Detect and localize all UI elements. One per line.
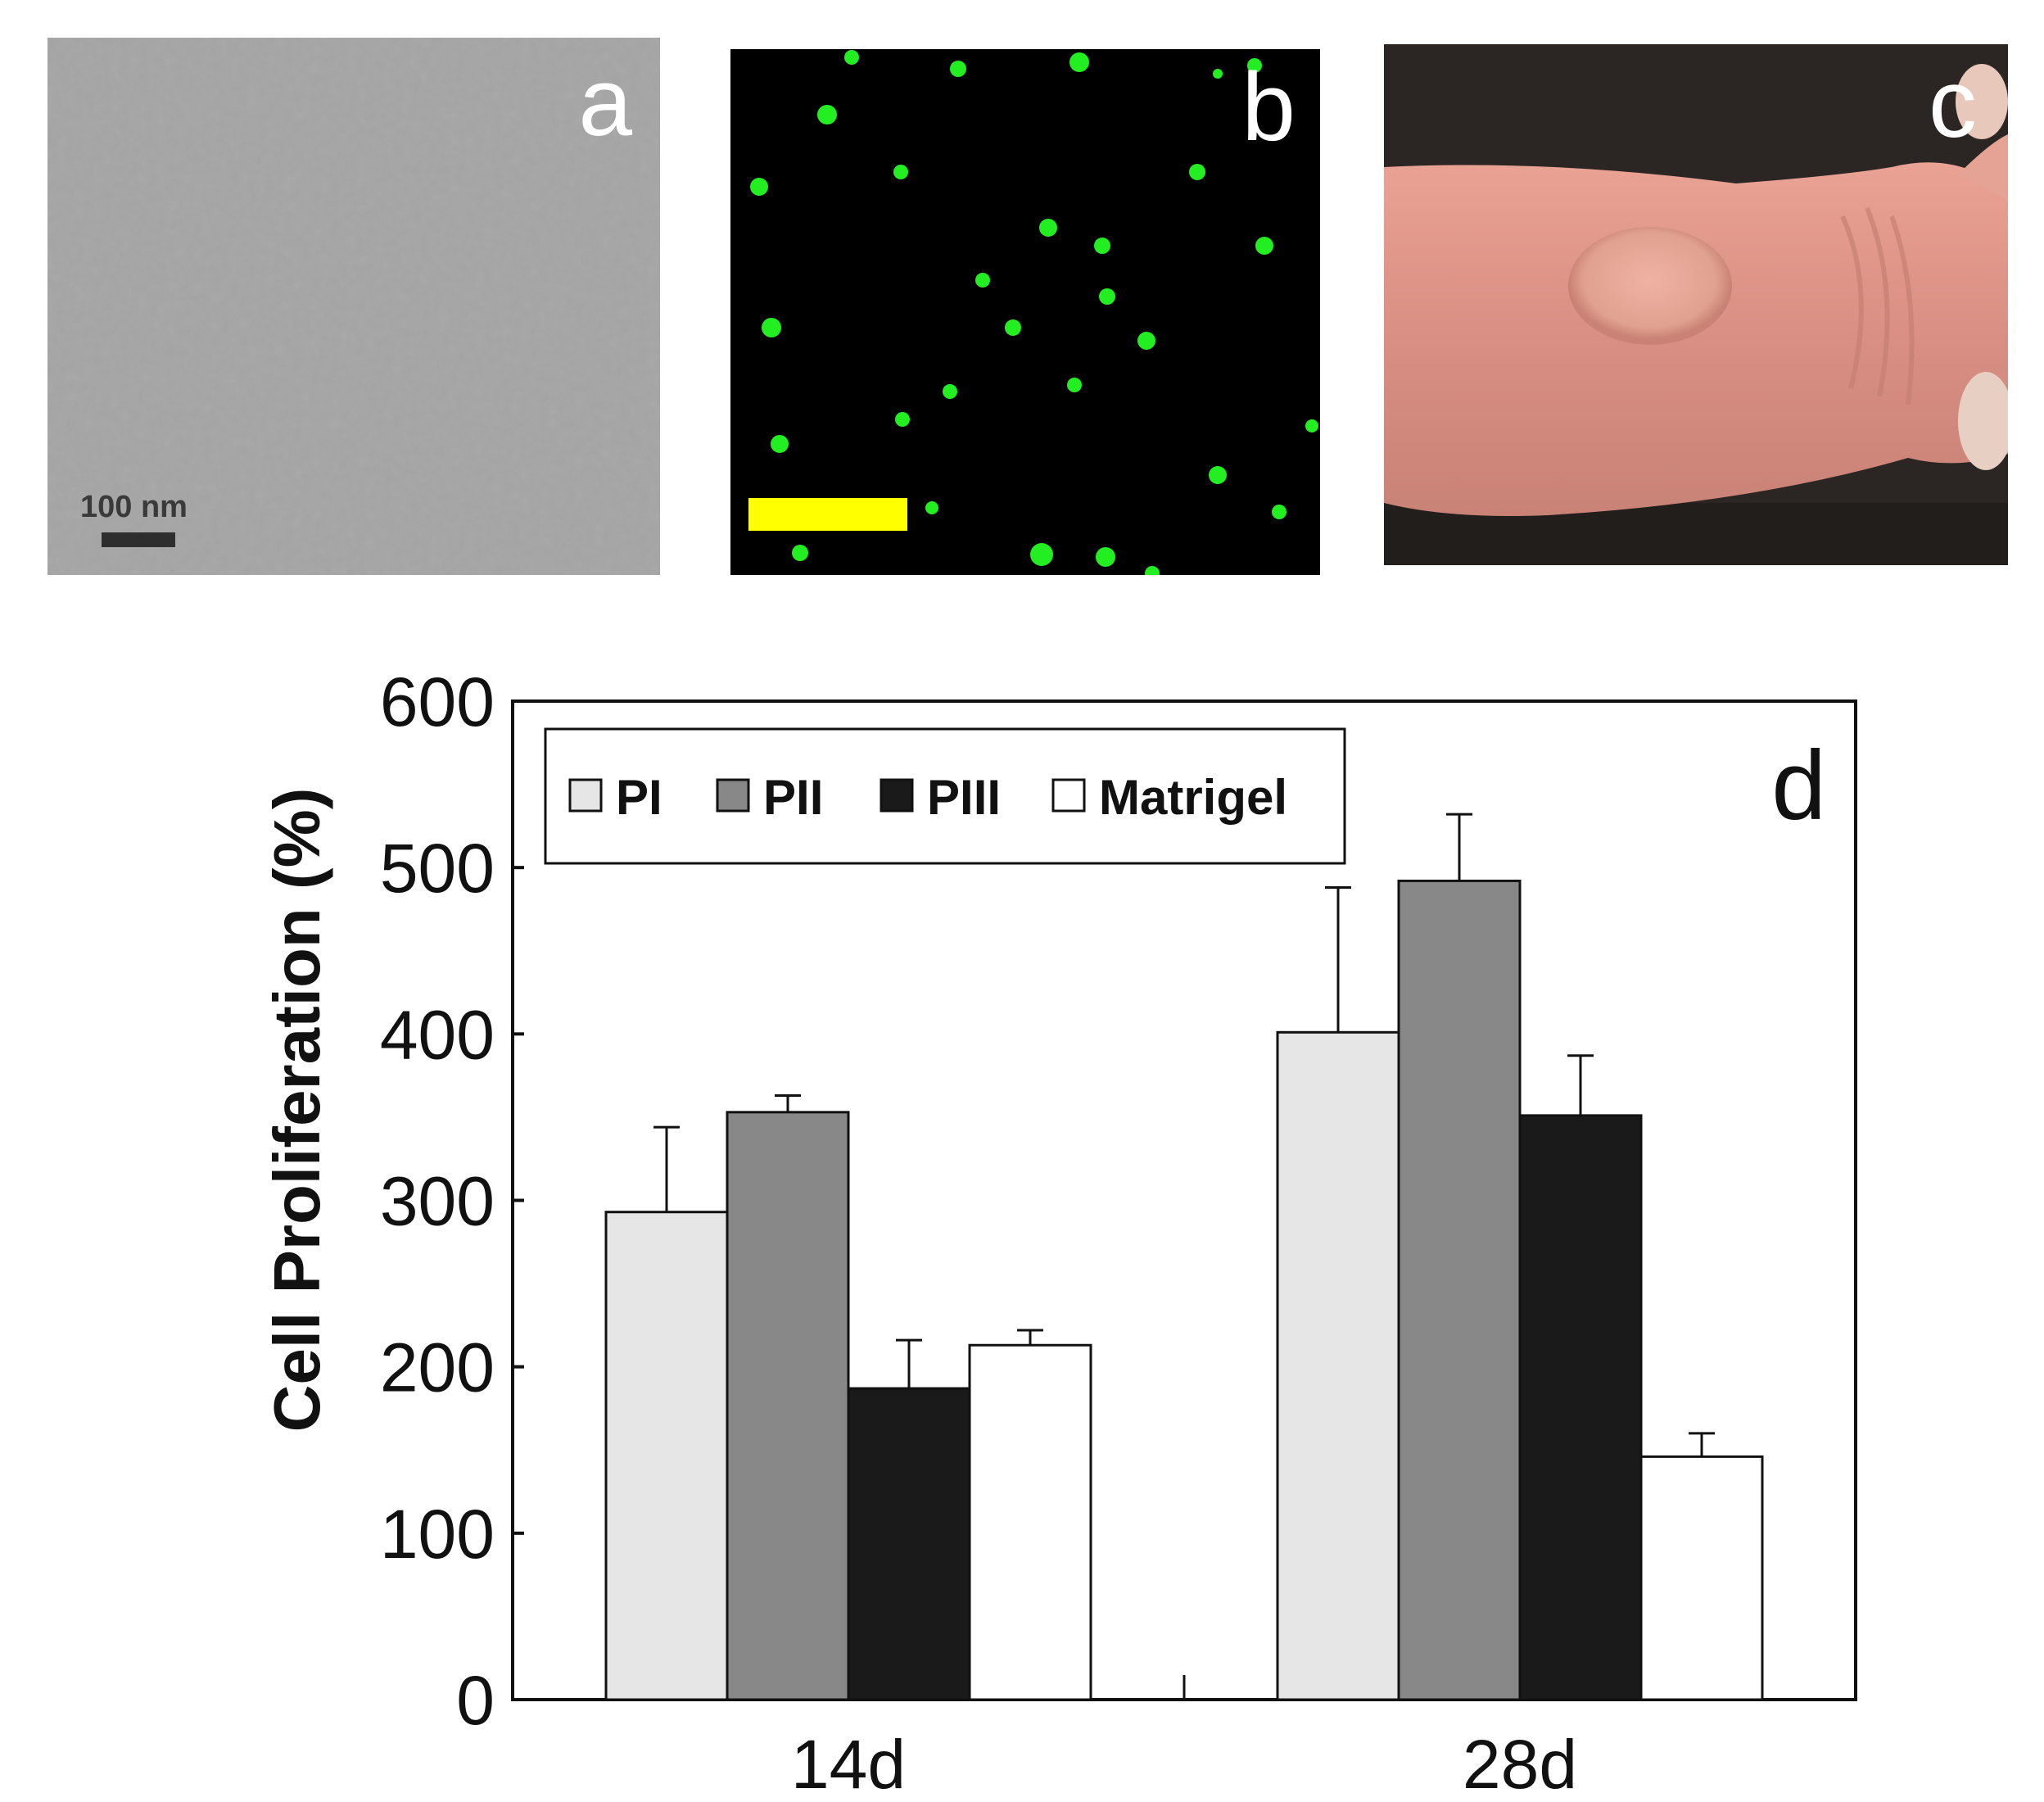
y-axis-label: Cell Proliferation (%) [260, 788, 333, 1433]
bar-pii-14d [726, 1111, 850, 1701]
legend-label-pii: PII [763, 770, 823, 825]
legend-label-pi: PI [616, 770, 662, 825]
scale-bar-b [748, 498, 907, 531]
fluorescent-cell [792, 545, 808, 561]
y-tick-label: 0 [456, 1662, 495, 1739]
fluorescent-cell [1137, 332, 1155, 350]
tem-texture [47, 38, 660, 575]
fluorescent-cell [1099, 288, 1115, 305]
y-ticks-group: 0 100 200 300 400 500 600 [380, 663, 524, 1739]
panel-c-mouse-photo: c [1384, 44, 2008, 565]
scale-bar-a [102, 532, 175, 547]
scale-label-a: 100 nm [80, 490, 188, 524]
panel-letter-d: d [1771, 731, 1826, 840]
panel-letter-c: c [1929, 50, 1977, 158]
legend-label-matrigel: Matrigel [1099, 770, 1287, 825]
fluorescent-cell [950, 61, 966, 77]
x-tick-label: 14d [791, 1726, 906, 1802]
bar-pii-28d [1397, 879, 1522, 1701]
legend-swatch-piii [880, 778, 914, 813]
x-tick-label: 28d [1463, 1726, 1577, 1802]
fluorescent-cell [817, 105, 837, 125]
fluorescent-cell [1094, 238, 1110, 254]
fluorescent-cell [1145, 566, 1160, 575]
y-tick-label: 600 [380, 663, 495, 740]
legend: PI PII PIII Matrigel [544, 727, 1346, 865]
bar-matrigel-28d [1639, 1455, 1764, 1701]
bar-piii-28d [1518, 1114, 1643, 1701]
error-bars-group [653, 813, 1715, 1457]
y-tick-label: 100 [380, 1496, 495, 1573]
bar-piii-14d [847, 1387, 971, 1701]
x-ticks-group: 14d 28d [791, 1675, 1577, 1802]
panel-letter-a: a [578, 48, 632, 156]
fluorescent-cell [771, 435, 789, 453]
legend-swatch-matrigel [1051, 778, 1086, 813]
fluorescent-cell [1213, 69, 1223, 79]
fluorescent-cell [762, 318, 781, 337]
fluorescent-cell [893, 165, 908, 179]
fluorescent-cell [943, 384, 957, 399]
mouse-illustration [1384, 44, 2008, 565]
y-tick-label: 300 [380, 1163, 495, 1240]
fluorescent-cell [1189, 164, 1205, 180]
bar-pi-28d [1276, 1030, 1400, 1701]
fluorescent-cells [730, 49, 1320, 575]
legend-label-piii: PIII [927, 770, 1001, 825]
fluorescent-cell [1272, 505, 1287, 519]
fluorescent-cell [1030, 543, 1053, 566]
fluorescent-cell [1067, 378, 1082, 392]
fluorescent-cell [925, 501, 938, 514]
fluorescent-cell [1096, 547, 1115, 567]
bar-pi-14d [604, 1211, 729, 1701]
fluorescent-cell [1039, 219, 1057, 237]
fluorescent-cell [844, 50, 859, 65]
panel-a-tem-image: 100 nm a [47, 38, 660, 575]
fluorescent-cell [895, 412, 910, 427]
y-tick-label: 500 [380, 830, 495, 907]
legend-box [544, 727, 1346, 865]
fluorescent-cell [1209, 466, 1227, 484]
fluorescent-cell [1005, 319, 1021, 336]
legend-swatch-pi [568, 778, 603, 813]
fluorescent-cell [1255, 237, 1273, 255]
panel-b-fluorescence-image: b [730, 49, 1320, 575]
y-tick-label: 400 [380, 996, 495, 1073]
y-tick-label: 200 [380, 1329, 495, 1406]
fluorescent-cell [1069, 52, 1089, 72]
bars-group [604, 879, 1764, 1701]
bar-matrigel-14d [968, 1343, 1092, 1701]
legend-swatch-pii [716, 778, 750, 813]
panel-letter-b: b [1241, 53, 1296, 161]
fluorescent-cell [975, 273, 990, 288]
fluorescent-cell [1305, 419, 1318, 432]
fluorescent-cell [1247, 58, 1262, 73]
fluorescent-cell [750, 178, 768, 196]
